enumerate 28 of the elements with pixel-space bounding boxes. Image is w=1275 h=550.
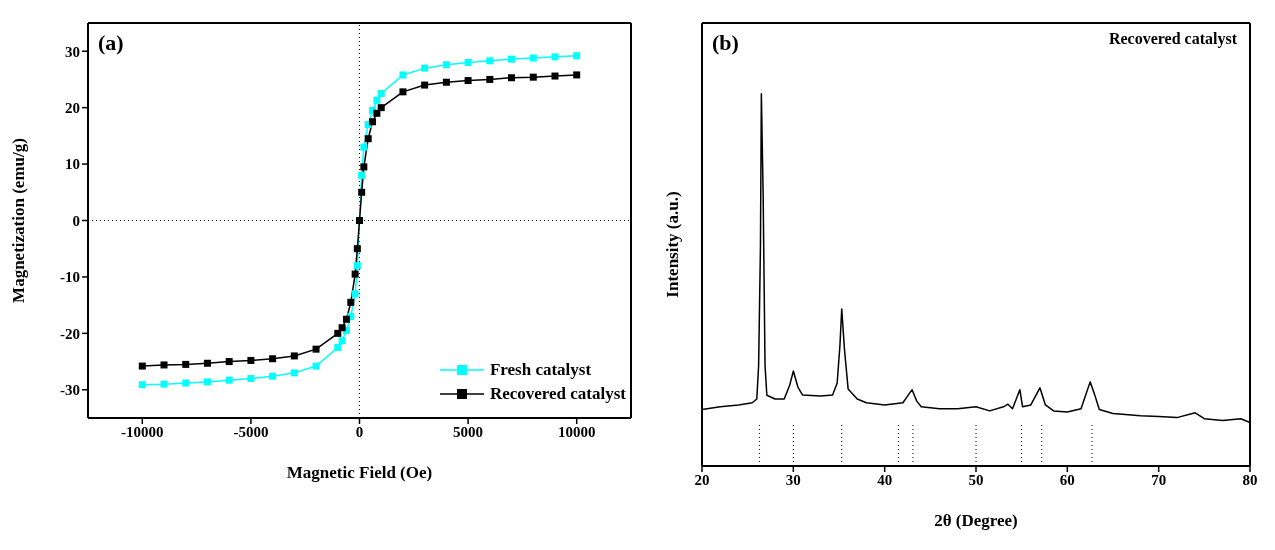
- y-tick-label: -20: [60, 325, 80, 342]
- x-tick-label: 10000: [557, 423, 596, 440]
- x-tick-label: 20: [694, 471, 710, 488]
- x-axis-title: 2θ (Degree): [934, 511, 1018, 530]
- y-tick-label: -10: [60, 269, 80, 286]
- x-tick-label: 70: [1151, 471, 1167, 488]
- x-tick-label: 80: [1242, 471, 1258, 488]
- legend-label: Recovered catalyst: [489, 383, 626, 405]
- y-axis-title: Magnetization (emu/g): [9, 138, 29, 303]
- y-tick-label: 10: [65, 156, 80, 173]
- x-tick-label: -10000: [121, 423, 164, 440]
- legend-label: Fresh catalyst: [489, 359, 592, 381]
- x-tick-label: 5000: [453, 423, 484, 440]
- annotation: (a): [98, 30, 124, 56]
- text: Recovered catalyst: [1108, 30, 1237, 48]
- x-tick-label: 50: [968, 471, 984, 488]
- y-tick-label: 0: [72, 212, 80, 229]
- y-axis-title: Intensity (a.u.): [663, 191, 683, 298]
- y-tick-label: -30: [60, 382, 80, 399]
- y-tick-label: 20: [65, 99, 80, 116]
- x-tick-label: 30: [785, 471, 801, 488]
- x-axis-title: Magnetic Field (Oe): [286, 463, 433, 482]
- x-tick-label: -5000: [233, 423, 269, 440]
- y-tick-label: 30: [65, 43, 80, 60]
- text: (b): [712, 30, 739, 56]
- x-tick-label: 0: [355, 423, 364, 440]
- x-tick-label: 60: [1059, 471, 1075, 488]
- x-tick-label: 40: [877, 471, 893, 488]
